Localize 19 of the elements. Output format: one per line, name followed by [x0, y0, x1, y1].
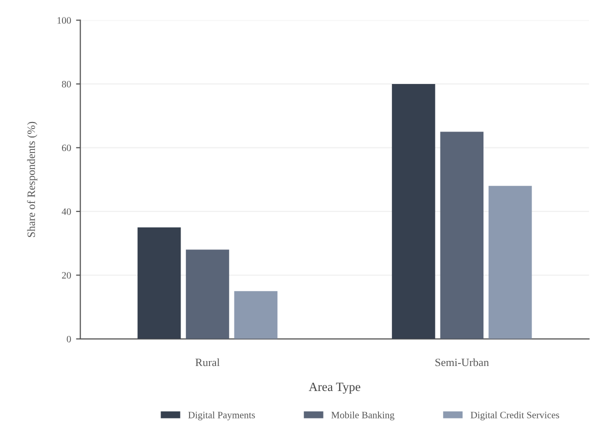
y-tick-label: 20 — [62, 272, 71, 279]
legend-label: Digital Credit Services — [470, 411, 560, 420]
bar — [186, 250, 230, 339]
bar — [138, 227, 181, 339]
bar — [488, 186, 532, 339]
bar — [440, 132, 484, 339]
y-tick-label: 60 — [62, 144, 71, 152]
legend-label: Mobile Banking — [331, 411, 394, 420]
x-axis-title: Area Type — [308, 382, 360, 394]
legend-label: Digital Payments — [188, 411, 255, 420]
bar — [234, 291, 278, 339]
x-tick-label: Rural — [195, 358, 220, 366]
y-tick-label: 40 — [62, 208, 71, 215]
y-tick-label: 80 — [62, 80, 71, 88]
y-tick-label: 0 — [66, 336, 71, 342]
y-tick-label: 100 — [58, 17, 71, 24]
y-axis-title: Share of Respondents (%) — [27, 122, 38, 237]
x-tick-label: Semi-Urban — [435, 358, 489, 366]
bar — [392, 84, 436, 339]
